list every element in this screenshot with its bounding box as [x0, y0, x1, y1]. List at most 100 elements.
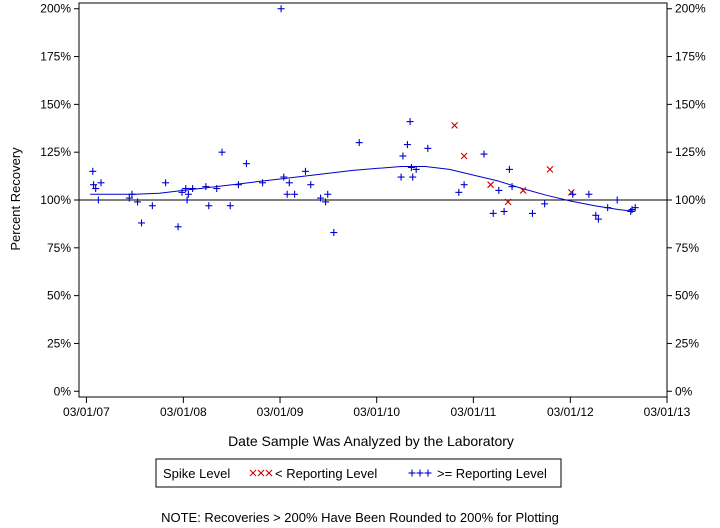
point-at-or-above-reporting	[189, 185, 197, 193]
point-at-or-above-reporting	[202, 183, 210, 191]
point-at-or-above-reporting	[226, 202, 234, 210]
trend-curve	[90, 166, 636, 212]
legend-marker-at-or-above-reporting	[416, 469, 424, 477]
legend-entry-at-or-above-reporting: >= Reporting Level	[437, 466, 547, 481]
point-at-or-above-reporting	[489, 209, 497, 217]
legend-marker-at-or-above-reporting	[424, 469, 432, 477]
point-at-or-above-reporting	[148, 202, 156, 210]
cross-b	[451, 122, 458, 129]
point-at-or-above-reporting	[184, 190, 192, 198]
point-at-or-above-reporting	[162, 179, 170, 187]
point-at-or-above-reporting	[455, 188, 463, 196]
y-tick-label-left: 75%	[47, 241, 71, 255]
point-at-or-above-reporting	[291, 190, 299, 198]
point-below-reporting	[487, 181, 494, 189]
cross-b	[504, 198, 512, 206]
point-at-or-above-reporting	[90, 181, 98, 189]
point-at-or-above-reporting	[213, 185, 221, 193]
point-at-or-above-reporting	[592, 211, 600, 219]
point-at-or-above-reporting	[307, 181, 315, 189]
cross-b	[257, 469, 265, 477]
x-tick-label: 03/01/08	[160, 405, 207, 419]
y-tick-label-left: 25%	[47, 336, 71, 350]
point-at-or-above-reporting	[89, 167, 97, 175]
point-at-or-above-reporting	[138, 219, 146, 227]
point-below-reporting	[451, 122, 458, 129]
y-tick-label-right: 125%	[675, 145, 706, 159]
x-tick-label: 03/01/09	[257, 405, 304, 419]
x-tick-label: 03/01/10	[353, 405, 400, 419]
cross-b	[249, 469, 257, 477]
legend-box	[155, 458, 562, 488]
point-at-or-above-reporting	[613, 196, 621, 204]
y-tick-label-left: 200%	[40, 2, 71, 16]
point-at-or-above-reporting	[412, 165, 420, 173]
point-at-or-above-reporting	[424, 144, 432, 152]
point-at-or-above-reporting	[403, 141, 411, 149]
y-tick-label-left: 50%	[47, 289, 71, 303]
legend-marker-below-reporting	[257, 469, 265, 477]
point-at-or-above-reporting	[97, 179, 105, 187]
footnote: NOTE: Recoveries > 200% Have Been Rounde…	[161, 510, 559, 525]
point-at-or-above-reporting	[205, 202, 213, 210]
y-tick-label-left: 100%	[40, 193, 71, 207]
point-at-or-above-reporting	[128, 190, 136, 198]
point-at-or-above-reporting	[495, 186, 503, 194]
point-at-or-above-reporting	[182, 185, 190, 193]
point-at-or-above-reporting	[283, 190, 291, 198]
point-at-or-above-reporting	[406, 118, 414, 126]
point-at-or-above-reporting	[94, 196, 102, 204]
point-at-or-above-reporting	[322, 198, 330, 206]
axes: 0% 0% 25% 25% 50% 50% 75% 75% 100% 100% 125% 125% 15…	[40, 2, 706, 419]
point-at-or-above-reporting	[183, 196, 191, 204]
point-at-or-above-reporting	[604, 204, 612, 212]
point-at-or-above-reporting	[280, 173, 288, 181]
point-at-or-above-reporting	[330, 229, 338, 237]
point-at-or-above-reporting	[277, 5, 285, 13]
point-at-or-above-reporting	[92, 185, 100, 193]
y-tick-label-right: 200%	[675, 2, 706, 16]
point-at-or-above-reporting	[399, 152, 407, 160]
y-tick-label-left: 0%	[54, 384, 72, 398]
point-at-or-above-reporting	[541, 200, 549, 208]
cross-b	[519, 187, 527, 194]
point-at-or-above-reporting	[585, 190, 593, 198]
point-below-reporting	[460, 152, 468, 160]
y-tick-label-right: 75%	[675, 241, 699, 255]
point-at-or-above-reporting	[125, 194, 133, 202]
point-at-or-above-reporting	[285, 179, 293, 187]
point-at-or-above-reporting	[317, 194, 325, 202]
point-at-or-above-reporting	[355, 139, 363, 147]
x-tick-label: 03/01/11	[450, 405, 496, 419]
point-at-or-above-reporting	[569, 190, 577, 198]
point-at-or-above-reporting	[500, 207, 508, 215]
point-below-reporting	[546, 166, 554, 173]
point-at-or-above-reporting	[178, 188, 186, 196]
point-at-or-above-reporting	[407, 163, 415, 171]
cross-b	[265, 469, 273, 477]
point-at-or-above-reporting	[324, 190, 332, 198]
legend-markers	[249, 469, 432, 477]
point-at-or-above-reporting	[505, 165, 513, 173]
x-tick-label: 03/01/13	[644, 405, 691, 419]
point-at-or-above-reporting	[508, 183, 516, 191]
legend-marker-below-reporting	[265, 469, 273, 477]
y-tick-label-right: 175%	[675, 50, 706, 64]
x-tick-label: 03/01/07	[63, 405, 110, 419]
point-at-or-above-reporting	[301, 167, 309, 175]
point-at-or-above-reporting	[218, 148, 226, 156]
y-tick-label-right: 50%	[675, 289, 699, 303]
point-below-reporting	[519, 187, 527, 194]
legend-title: Spike Level	[163, 466, 230, 481]
y-tick-label-left: 150%	[40, 97, 71, 111]
point-below-reporting	[504, 198, 512, 206]
x-tick-label: 03/01/12	[547, 405, 594, 419]
x-axis-title: Date Sample Was Analyzed by the Laborato…	[228, 433, 514, 449]
point-at-or-above-reporting	[134, 198, 142, 206]
point-at-or-above-reporting	[174, 223, 182, 231]
point-at-or-above-reporting	[631, 204, 639, 212]
point-at-or-above-reporting	[409, 173, 417, 181]
y-tick-label-right: 100%	[675, 193, 706, 207]
legend-marker-at-or-above-reporting	[408, 469, 416, 477]
